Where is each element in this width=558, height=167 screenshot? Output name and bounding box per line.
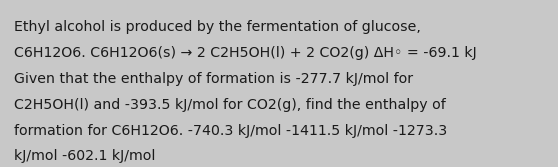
Text: formation for C6H12O6. -740.3 kJ/mol -1411.5 kJ/mol -1273.3: formation for C6H12O6. -740.3 kJ/mol -14…	[14, 124, 447, 138]
Text: Ethyl alcohol is produced by the fermentation of glucose,: Ethyl alcohol is produced by the ferment…	[14, 20, 421, 34]
Text: Given that the enthalpy of formation is -277.7 kJ/mol for: Given that the enthalpy of formation is …	[14, 72, 413, 86]
Text: C2H5OH(l) and -393.5 kJ/mol for CO2(g), find the enthalpy of: C2H5OH(l) and -393.5 kJ/mol for CO2(g), …	[14, 98, 446, 112]
Text: kJ/mol -602.1 kJ/mol: kJ/mol -602.1 kJ/mol	[14, 149, 155, 163]
Text: C6H12O6. C6H12O6(s) → 2 C2H5OH(l) + 2 CO2(g) ΔH◦ = -69.1 kJ: C6H12O6. C6H12O6(s) → 2 C2H5OH(l) + 2 CO…	[14, 46, 477, 60]
